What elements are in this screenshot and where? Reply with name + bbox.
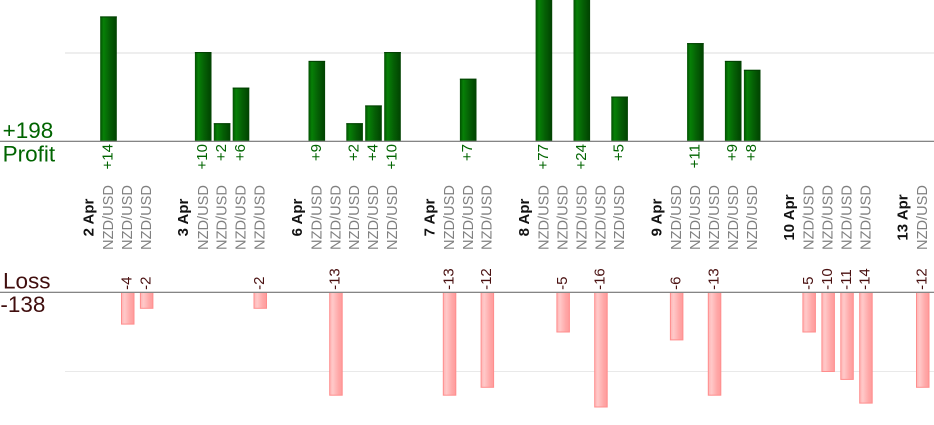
svg-text:NZD/USD: NZD/USD bbox=[537, 185, 553, 250]
svg-text:NZD/USD: NZD/USD bbox=[707, 185, 723, 250]
svg-text:-2: -2 bbox=[251, 277, 268, 290]
svg-text:+8: +8 bbox=[743, 144, 760, 161]
svg-text:+14: +14 bbox=[100, 144, 117, 169]
svg-text:-4: -4 bbox=[119, 277, 136, 290]
svg-text:NZD/USD: NZD/USD bbox=[593, 185, 609, 250]
svg-text:NZD/USD: NZD/USD bbox=[745, 185, 761, 250]
svg-text:NZD/USD: NZD/USD bbox=[556, 185, 572, 250]
svg-text:NZD/USD: NZD/USD bbox=[442, 185, 458, 250]
svg-text:+198: +198 bbox=[3, 118, 54, 143]
svg-text:8 Apr: 8 Apr bbox=[516, 198, 533, 236]
svg-text:-13: -13 bbox=[327, 268, 344, 290]
svg-text:+11: +11 bbox=[686, 144, 703, 168]
svg-text:NZD/USD: NZD/USD bbox=[215, 185, 231, 250]
svg-text:NZD/USD: NZD/USD bbox=[328, 185, 344, 250]
svg-text:+9: +9 bbox=[724, 144, 741, 161]
svg-text:-16: -16 bbox=[592, 268, 609, 290]
svg-text:-12: -12 bbox=[914, 268, 931, 290]
svg-text:NZD/USD: NZD/USD bbox=[669, 185, 685, 250]
svg-text:+2: +2 bbox=[213, 144, 230, 161]
svg-text:NZD/USD: NZD/USD bbox=[821, 185, 837, 250]
svg-text:+6: +6 bbox=[232, 144, 249, 161]
svg-text:NZD/USD: NZD/USD bbox=[688, 185, 704, 250]
svg-text:NZD/USD: NZD/USD bbox=[461, 185, 477, 250]
svg-text:10 Apr: 10 Apr bbox=[781, 194, 798, 240]
svg-text:-11: -11 bbox=[838, 269, 855, 290]
svg-text:+7: +7 bbox=[459, 144, 476, 161]
svg-text:+5: +5 bbox=[611, 144, 628, 161]
svg-text:NZD/USD: NZD/USD bbox=[120, 185, 136, 250]
svg-text:+10: +10 bbox=[384, 144, 401, 169]
svg-text:NZD/USD: NZD/USD bbox=[139, 185, 155, 250]
svg-text:NZD/USD: NZD/USD bbox=[366, 185, 382, 250]
svg-text:6 Apr: 6 Apr bbox=[289, 198, 306, 236]
svg-text:-12: -12 bbox=[478, 268, 495, 290]
svg-text:NZD/USD: NZD/USD bbox=[253, 185, 269, 250]
svg-text:NZD/USD: NZD/USD bbox=[574, 185, 590, 250]
svg-text:+4: +4 bbox=[365, 144, 382, 161]
svg-text:Profit: Profit bbox=[3, 142, 56, 167]
svg-text:NZD/USD: NZD/USD bbox=[858, 185, 874, 250]
svg-text:NZD/USD: NZD/USD bbox=[915, 185, 931, 250]
svg-text:-5: -5 bbox=[800, 277, 817, 290]
svg-text:+24: +24 bbox=[573, 144, 590, 169]
svg-text:3 Apr: 3 Apr bbox=[175, 198, 192, 236]
svg-text:NZD/USD: NZD/USD bbox=[726, 185, 742, 250]
svg-text:+9: +9 bbox=[308, 144, 325, 161]
svg-text:7 Apr: 7 Apr bbox=[421, 198, 438, 236]
svg-text:-6: -6 bbox=[667, 277, 684, 290]
svg-text:9 Apr: 9 Apr bbox=[649, 198, 666, 236]
svg-text:-138: -138 bbox=[0, 292, 45, 317]
svg-text:-14: -14 bbox=[857, 268, 874, 290]
svg-text:-10: -10 bbox=[819, 268, 836, 290]
svg-text:NZD/USD: NZD/USD bbox=[347, 185, 363, 250]
svg-text:NZD/USD: NZD/USD bbox=[480, 185, 496, 250]
svg-text:+77: +77 bbox=[535, 144, 552, 169]
svg-text:-13: -13 bbox=[705, 268, 722, 290]
svg-text:NZD/USD: NZD/USD bbox=[802, 185, 818, 250]
svg-text:-13: -13 bbox=[440, 268, 457, 290]
svg-text:+2: +2 bbox=[346, 144, 363, 161]
svg-text:+10: +10 bbox=[194, 144, 211, 169]
svg-text:NZD/USD: NZD/USD bbox=[385, 185, 401, 250]
svg-text:NZD/USD: NZD/USD bbox=[234, 185, 250, 250]
svg-text:NZD/USD: NZD/USD bbox=[101, 185, 117, 250]
svg-text:-5: -5 bbox=[554, 277, 571, 290]
svg-text:NZD/USD: NZD/USD bbox=[612, 185, 628, 250]
svg-text:NZD/USD: NZD/USD bbox=[839, 185, 855, 250]
svg-text:13 Apr: 13 Apr bbox=[895, 194, 912, 240]
svg-text:NZD/USD: NZD/USD bbox=[309, 185, 325, 250]
svg-text:Loss: Loss bbox=[3, 269, 51, 294]
svg-text:2 Apr: 2 Apr bbox=[81, 198, 98, 236]
svg-text:-2: -2 bbox=[137, 277, 154, 290]
svg-text:NZD/USD: NZD/USD bbox=[196, 185, 212, 250]
